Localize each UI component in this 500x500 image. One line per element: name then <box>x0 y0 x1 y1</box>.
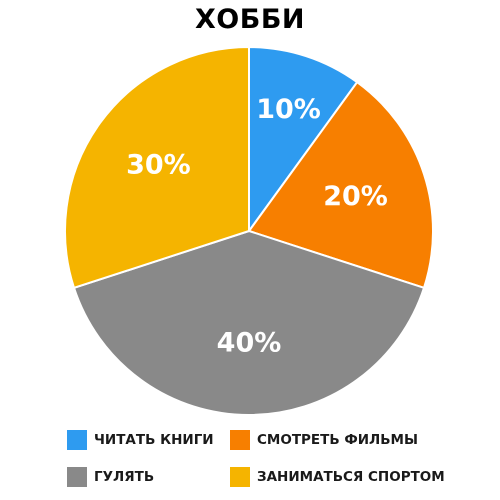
legend-label-walk: ГУЛЯТЬ <box>94 469 155 485</box>
chart-title: ХОББИ <box>194 4 306 35</box>
legend: ЧИТАТЬ КНИГИ СМОТРЕТЬ ФИЛЬМЫ ГУЛЯТЬ ЗАНИ… <box>67 428 487 488</box>
pie-slice-movies <box>247 80 434 290</box>
pie-slice-sport <box>64 45 250 290</box>
data-label-books: 10% <box>256 94 321 125</box>
legend-item-books: ЧИТАТЬ КНИГИ <box>67 428 214 452</box>
legend-label-movies: СМОТРЕТЬ ФИЛЬМЫ <box>257 432 418 448</box>
legend-label-sport: ЗАНИМАТЬСЯ СПОРТОМ <box>257 469 445 485</box>
legend-swatch-books <box>67 430 87 450</box>
legend-swatch-walk <box>67 467 87 487</box>
legend-swatch-movies <box>230 430 250 450</box>
legend-label-books: ЧИТАТЬ КНИГИ <box>94 432 214 448</box>
data-label-sport: 30% <box>126 150 191 181</box>
pie-slice-walk <box>72 229 426 416</box>
legend-item-walk: ГУЛЯТЬ <box>67 465 154 489</box>
legend-swatch-sport <box>230 467 250 487</box>
data-label-movies: 20% <box>323 181 388 212</box>
legend-item-movies: СМОТРЕТЬ ФИЛЬМЫ <box>230 428 418 452</box>
data-label-walk: 40% <box>217 328 282 359</box>
legend-item-sport: ЗАНИМАТЬСЯ СПОРТОМ <box>230 465 445 489</box>
pie-slice-books <box>248 45 359 235</box>
